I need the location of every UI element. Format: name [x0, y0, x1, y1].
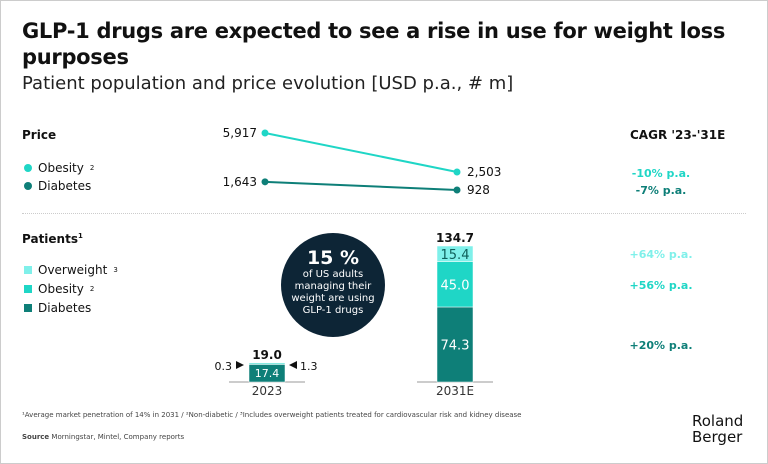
bar-value-label: 45.0 — [441, 278, 470, 293]
obesity-square-icon — [24, 285, 32, 293]
divider — [22, 213, 746, 214]
legend-price-diabetes: Diabetes — [24, 179, 91, 193]
page-subtitle: Patient population and price evolution [… — [22, 73, 514, 94]
legend-diabetes: Diabetes — [24, 301, 91, 315]
diabetes-dot-icon — [24, 182, 32, 190]
obesity-dot-icon — [24, 164, 32, 172]
callout-text: weight are using — [291, 293, 375, 304]
legend-obesity: Obesity 2 — [24, 282, 94, 296]
cagr-overweight: +64% p.a. — [629, 248, 693, 261]
legend-overweight: Overweight 3 — [24, 263, 118, 277]
price-value-label: 1,643 — [223, 175, 257, 189]
x-tick-label: 2023 — [252, 384, 283, 398]
patients-label: Patients1 — [22, 232, 83, 246]
bar-value-label: 74.3 — [441, 338, 470, 353]
legend-price-obesity: Obesity 2 — [24, 161, 94, 175]
source: Source Morningstar, Mintel, Company repo… — [22, 433, 185, 441]
bar-total-label: 134.7 — [436, 231, 474, 245]
arrow-left-icon — [289, 361, 297, 369]
price-value-label: 2,503 — [467, 165, 501, 179]
bar-value-label: 15.4 — [441, 248, 470, 263]
cagr-diabetes: +20% p.a. — [629, 339, 693, 352]
bar-value-label: 1.3 — [300, 360, 318, 373]
arrow-right-icon — [236, 361, 244, 369]
callout-circle: 15 % of US adults managing their weight … — [281, 233, 385, 337]
price-line-diabetes — [264, 180, 458, 191]
cagr-obesity: +56% p.a. — [629, 279, 693, 292]
page-title: GLP-1 drugs are expected to see a rise i… — [22, 19, 726, 69]
callout-text: managing their — [294, 281, 372, 292]
bar-value-label: 17.4 — [255, 367, 280, 380]
bar-total-label: 19.0 — [252, 348, 282, 362]
callout-text: of US adults — [302, 269, 364, 280]
diabetes-square-icon — [24, 304, 32, 312]
bar-segment-obesity — [436, 261, 474, 308]
price-point — [453, 186, 461, 194]
callout-value: 15 % — [306, 247, 360, 269]
price-line-obesity — [264, 132, 458, 173]
price-point — [453, 168, 461, 176]
price-point — [261, 129, 269, 137]
x-tick-label: 2031E — [436, 384, 474, 398]
bar-segment-diabetes — [436, 306, 474, 383]
overweight-square-icon — [24, 266, 32, 274]
cagr-price-obesity: -10% p.a. — [631, 167, 691, 180]
price-value-label: 5,917 — [223, 126, 257, 140]
callout-text: GLP-1 drugs — [302, 305, 364, 316]
footnote: ¹Average market penetration of 14% in 20… — [22, 411, 522, 419]
bar-segment-overweight — [436, 245, 474, 262]
bar-value-label: 0.3 — [215, 360, 233, 373]
roland-berger-logo: Roland Berger — [692, 412, 744, 446]
price-label: Price — [22, 128, 57, 142]
price-point — [261, 178, 269, 186]
cagr-price-diabetes: -7% p.a. — [635, 184, 687, 197]
price-value-label: 928 — [467, 183, 490, 197]
cagr-header: CAGR '23-'31E — [630, 128, 726, 142]
